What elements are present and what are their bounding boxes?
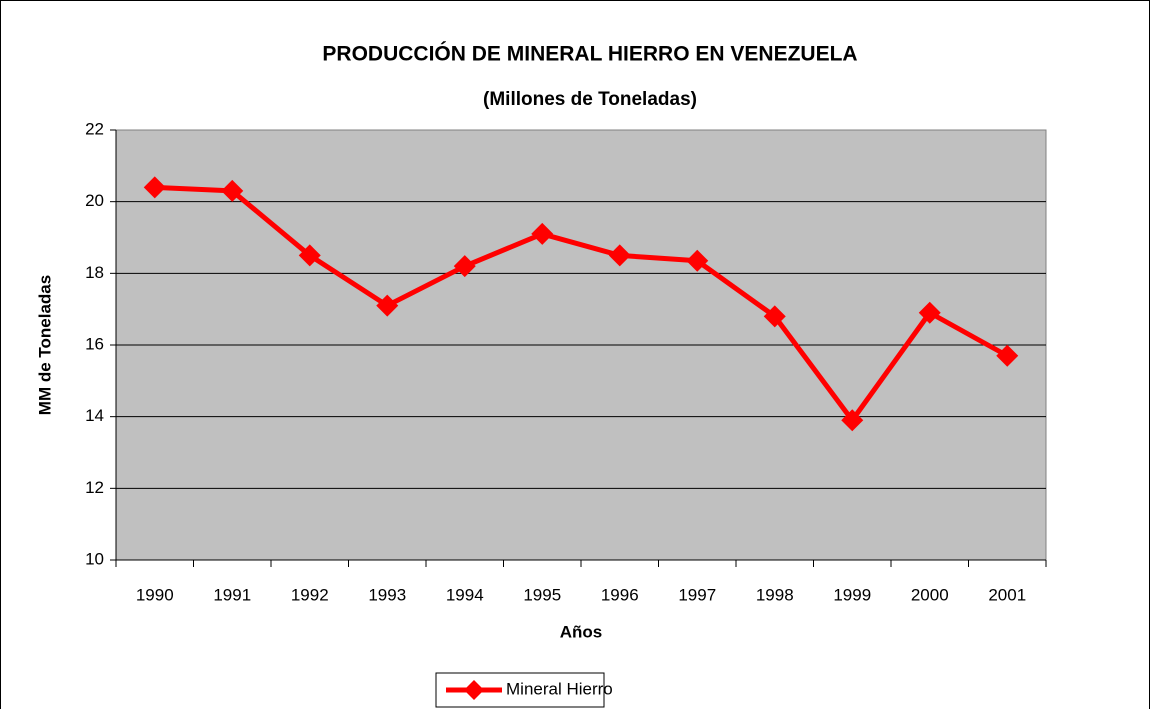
legend-label: Mineral Hierro <box>506 679 613 698</box>
marker <box>841 409 864 432</box>
x-tick-label: 1999 <box>833 585 871 604</box>
y-tick-label: 16 <box>85 334 104 353</box>
y-axis-label: MM de Toneladas <box>35 275 54 415</box>
marker <box>918 301 941 324</box>
marker <box>608 244 631 267</box>
marker <box>376 294 399 317</box>
x-tick-label: 1997 <box>678 585 716 604</box>
x-tick-label: 1990 <box>136 585 174 604</box>
x-tick-label: 1991 <box>213 585 251 604</box>
y-tick-label: 10 <box>85 549 104 568</box>
x-tick-label: 2001 <box>988 585 1026 604</box>
marker <box>686 249 709 272</box>
x-tick-label: 1995 <box>523 585 561 604</box>
marker <box>453 255 476 278</box>
y-tick-label: 22 <box>85 119 104 138</box>
x-tick-label: 1992 <box>291 585 329 604</box>
chart-subtitle: (Millones de Toneladas) <box>483 89 697 110</box>
marker <box>143 176 166 199</box>
marker <box>763 305 786 328</box>
y-tick-label: 14 <box>85 406 104 425</box>
marker <box>298 244 321 267</box>
y-tick-label: 12 <box>85 478 104 497</box>
x-tick-label: 1998 <box>756 585 794 604</box>
marker <box>996 344 1019 367</box>
series-line <box>154 184 1009 423</box>
legend-marker <box>464 680 484 700</box>
marker <box>221 179 244 202</box>
chart-title: PRODUCCIÓN DE MINERAL HIERRO EN VENEZUEL… <box>322 42 857 66</box>
y-tick-label: 20 <box>85 191 104 210</box>
y-tick-label: 18 <box>85 263 104 282</box>
x-tick-label: 2000 <box>911 585 949 604</box>
x-tick-label: 1994 <box>446 585 484 604</box>
x-tick-label: 1996 <box>601 585 639 604</box>
x-tick-label: 1993 <box>368 585 406 604</box>
marker <box>531 222 554 245</box>
x-axis-label: Años <box>560 622 603 641</box>
